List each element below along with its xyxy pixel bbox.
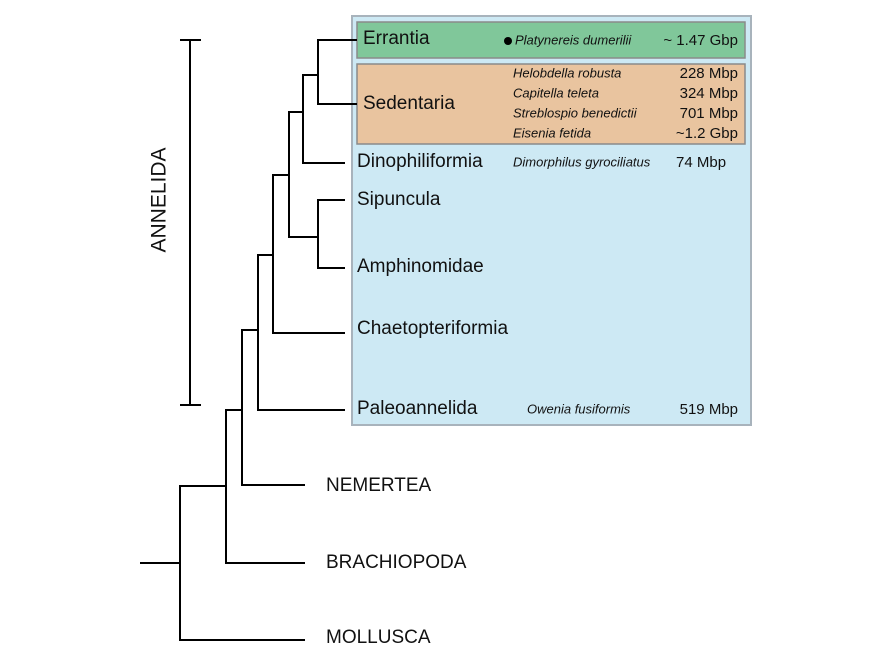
genome-size: 74 Mbp bbox=[676, 154, 726, 171]
group-name: Errantia bbox=[363, 28, 430, 49]
genome-size: 519 Mbp bbox=[680, 401, 738, 418]
outgroup-name: MOLLUSCA bbox=[326, 627, 431, 648]
group-name: Sipuncula bbox=[357, 189, 441, 210]
genome-size: 324 Mbp bbox=[680, 85, 738, 102]
errantia-box bbox=[356, 21, 746, 59]
outgroup-name: BRACHIOPODA bbox=[326, 552, 467, 573]
genome-size: 228 Mbp bbox=[680, 65, 738, 82]
species-name: Helobdella robusta bbox=[513, 65, 621, 80]
tree bbox=[140, 39, 357, 641]
species-name: Dimorphilus gyrociliatus bbox=[513, 154, 651, 169]
genome-size: ~1.2 Gbp bbox=[676, 125, 738, 142]
group-name: Chaetopteriformia bbox=[357, 318, 508, 339]
species-name: Capitella teleta bbox=[513, 85, 599, 100]
group-name: Amphinomidae bbox=[357, 256, 484, 277]
bullet bbox=[504, 37, 512, 45]
group-name: Paleoannelida bbox=[357, 398, 478, 419]
species-name: Owenia fusiformis bbox=[527, 401, 631, 416]
species-name: Streblospio benedictii bbox=[513, 105, 638, 120]
clade-label: ANNELIDA bbox=[148, 147, 171, 252]
sedentaria-box bbox=[356, 63, 746, 145]
group-name: Sedentaria bbox=[363, 93, 455, 114]
species-name: Eisenia fetida bbox=[513, 125, 591, 140]
group-name: Dinophiliformia bbox=[357, 151, 483, 172]
outgroup-name: NEMERTEA bbox=[326, 475, 432, 496]
genome-size: ~ 1.47 Gbp bbox=[663, 32, 738, 49]
species-name: Platynereis dumerilii bbox=[515, 32, 632, 47]
genome-size: 701 Mbp bbox=[680, 105, 738, 122]
